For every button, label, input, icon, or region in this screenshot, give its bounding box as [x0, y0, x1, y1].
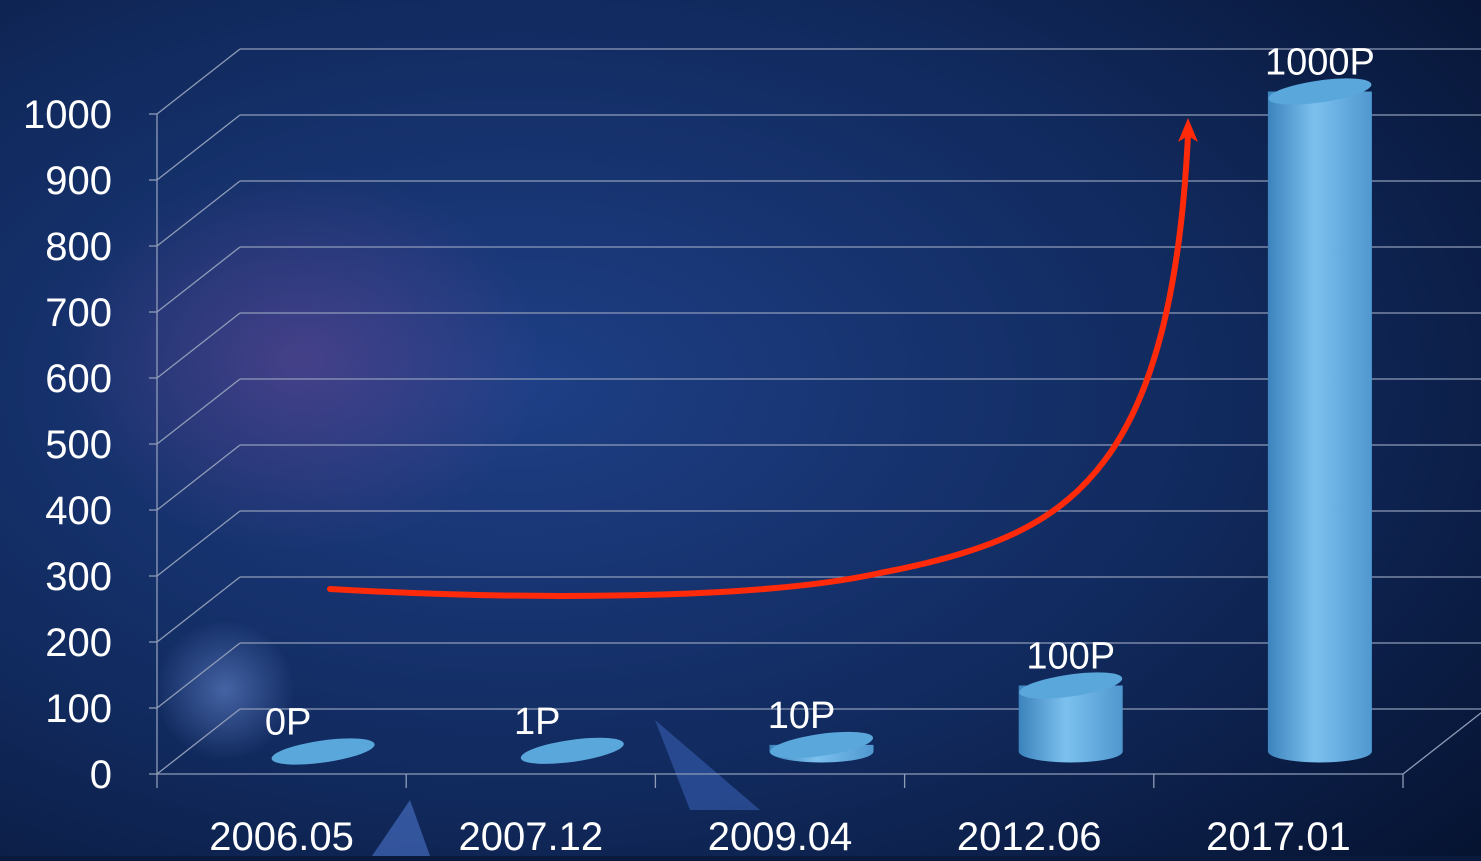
data-label: 10P	[768, 695, 836, 737]
gridline-depth	[156, 576, 241, 643]
gridline-depth	[156, 708, 241, 775]
y-tick-label: 1000	[23, 93, 112, 137]
gridline-depth	[156, 180, 241, 247]
bar	[271, 738, 375, 765]
bar	[520, 737, 624, 764]
y-tick-label: 100	[45, 687, 112, 731]
data-label: 100P	[1026, 636, 1115, 678]
background-glow	[60, 170, 540, 550]
bar-top	[271, 738, 375, 765]
gridline-depth	[156, 642, 241, 709]
data-label: 1P	[514, 701, 560, 743]
x-tick-label: 2017.01	[1206, 815, 1351, 856]
gridline-depth	[156, 114, 241, 181]
y-tick-label: 700	[45, 291, 112, 335]
bar-top	[520, 737, 624, 764]
y-tick-label: 500	[45, 423, 112, 467]
labels: 0P 1P 10P 100P 1000P	[265, 42, 1375, 744]
gridline-depth	[156, 246, 241, 313]
bar-body	[1018, 685, 1123, 763]
bar	[1267, 78, 1372, 763]
data-label: 1000P	[1265, 42, 1375, 84]
y-tick-label: 600	[45, 357, 112, 401]
y-tick-label: 800	[45, 225, 112, 269]
y-tick-label: 900	[45, 159, 112, 203]
x-tick-label: 2009.04	[708, 815, 853, 856]
axes: 0 100 200 300 400 500 600 700 800 900 1000 2006.05 2…	[23, 93, 1481, 859]
gridline-depth	[156, 48, 241, 115]
bar-top	[1019, 672, 1123, 699]
trend-arrow-line	[327, 132, 1191, 599]
bar-top	[1268, 78, 1372, 105]
trend-arrow-head	[1178, 118, 1198, 142]
gridline-depth	[156, 510, 241, 577]
background-glow	[155, 620, 295, 760]
background-light-shape	[655, 720, 760, 810]
y-tick-label: 300	[45, 555, 112, 599]
bar-body	[1267, 91, 1372, 763]
gridline-depth	[156, 378, 241, 445]
y-tick-label: 400	[45, 489, 112, 533]
bar-top	[769, 731, 874, 758]
gridline-depth	[156, 312, 241, 379]
x-tick-label: 2012.06	[957, 815, 1102, 856]
bar	[769, 731, 874, 763]
y-tick-label: 200	[45, 621, 112, 665]
gridline-depth	[156, 444, 241, 511]
floor-edge	[1402, 712, 1481, 775]
x-tick-label: 2007.12	[459, 815, 604, 856]
data-label: 0P	[265, 702, 311, 744]
bar	[1018, 672, 1123, 763]
background-light-shape	[372, 800, 430, 856]
bars	[271, 78, 1372, 765]
trend-arrow	[327, 118, 1198, 599]
y-tick-label: 0	[90, 753, 112, 797]
x-tick-label: 2006.05	[209, 815, 354, 856]
